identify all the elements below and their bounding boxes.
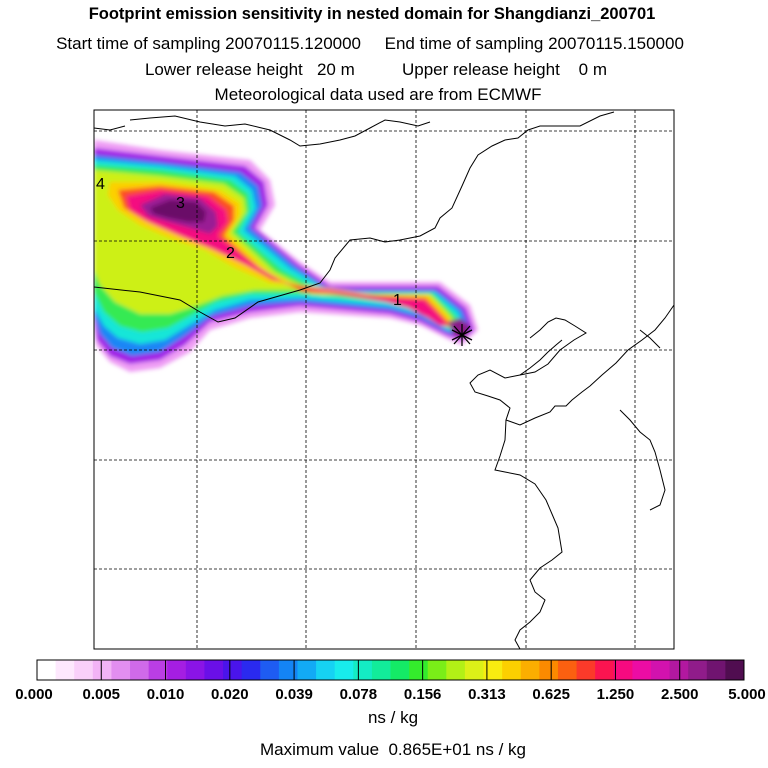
- colorbar-tick-label: 0.078: [340, 686, 378, 703]
- colorbar-swatch: [37, 660, 57, 680]
- colorbar-swatch: [74, 660, 94, 680]
- colorbar-swatch: [650, 660, 671, 680]
- colorbar-tick-label: 0.039: [275, 686, 313, 703]
- colorbar-tick-label: 0.313: [468, 686, 506, 703]
- release-site-marker: [451, 324, 473, 346]
- plume-label-2: 2: [226, 245, 235, 262]
- colorbar-swatch: [725, 660, 745, 680]
- colorbar-swatch: [557, 660, 578, 680]
- colorbar-tick-label: 5.000: [728, 686, 766, 703]
- plume-label-1: 1: [393, 292, 402, 309]
- colorbar-swatch: [185, 660, 205, 680]
- colorbar-swatch: [92, 660, 112, 680]
- colorbar-swatch: [483, 660, 503, 680]
- map-frame: [93, 109, 675, 650]
- colorbar-swatch: [427, 660, 447, 680]
- colorbar-swatch: [130, 660, 150, 680]
- colorbar-swatch: [669, 660, 689, 680]
- coastlines: [94, 111, 674, 649]
- colorbar-tick-label: 0.020: [211, 686, 249, 703]
- colorbar-tick-label: 1.250: [597, 686, 635, 703]
- colorbar-swatch: [464, 660, 485, 680]
- colorbar-tick-label: 0.010: [147, 686, 185, 703]
- colorbar-swatch: [595, 660, 615, 680]
- colorbar-swatch: [502, 660, 522, 680]
- colorbar-swatch: [371, 660, 391, 680]
- colorbar-swatch: [706, 660, 726, 680]
- release-heights: Lower release height 20 m Upper release …: [144, 60, 608, 79]
- colorbar-swatch: [576, 660, 596, 680]
- colorbar-swatch: [688, 660, 708, 680]
- plume-level-11: [150, 200, 206, 222]
- colorbar: [36, 660, 745, 680]
- colorbar-swatch: [278, 660, 298, 680]
- colorbar-swatch: [353, 660, 373, 680]
- colorbar-swatch: [55, 660, 75, 680]
- colorbar-swatch: [409, 660, 429, 680]
- colorbar-swatch: [539, 660, 559, 680]
- colorbar-swatch: [334, 660, 354, 680]
- colorbar-frame: [36, 659, 745, 681]
- colorbar-swatch: [260, 660, 280, 680]
- colorbar-swatch: [446, 660, 466, 680]
- colorbar-swatch: [148, 660, 168, 680]
- plume-label-3: 3: [176, 195, 185, 212]
- colorbar-swatch: [520, 660, 540, 680]
- colorbar-swatch: [167, 660, 187, 680]
- colorbar-swatch: [390, 660, 410, 680]
- sampling-times: Start time of sampling 20070115.120000 E…: [56, 34, 684, 53]
- plume-label-4: 4: [96, 176, 105, 193]
- colorbar-units: ns / kg: [367, 708, 419, 727]
- colorbar-swatch: [111, 660, 131, 680]
- maximum-value: Maximum value 0.865E+01 ns / kg: [260, 740, 526, 759]
- colorbar-swatch: [316, 660, 336, 680]
- met-data-source: Meteorological data used are from ECMWF: [214, 85, 542, 104]
- colorbar-tick-label: 0.156: [404, 686, 442, 703]
- colorbar-swatch: [241, 660, 261, 680]
- colorbar-swatch: [223, 660, 243, 680]
- colorbar-swatch: [613, 660, 633, 680]
- map-area: 1 2 3 4: [94, 110, 674, 649]
- graticule: [94, 110, 674, 649]
- chart-title: Footprint emission sensitivity in nested…: [88, 5, 656, 23]
- colorbar-swatch: [297, 660, 317, 680]
- colorbar-tick-labels: 0.000 0.005 0.010 0.020 0.039 0.078 0.156 0.313…: [15, 686, 766, 703]
- colorbar-tick-label: 2.500: [661, 686, 699, 703]
- colorbar-tick-label: 0.625: [532, 686, 570, 703]
- colorbar-swatch: [204, 660, 224, 680]
- colorbar-tick-label: 0.005: [82, 686, 120, 703]
- colorbar-tick-label: 0.000: [15, 686, 53, 703]
- colorbar-swatch: [632, 660, 652, 680]
- footprint-plume: [94, 140, 478, 372]
